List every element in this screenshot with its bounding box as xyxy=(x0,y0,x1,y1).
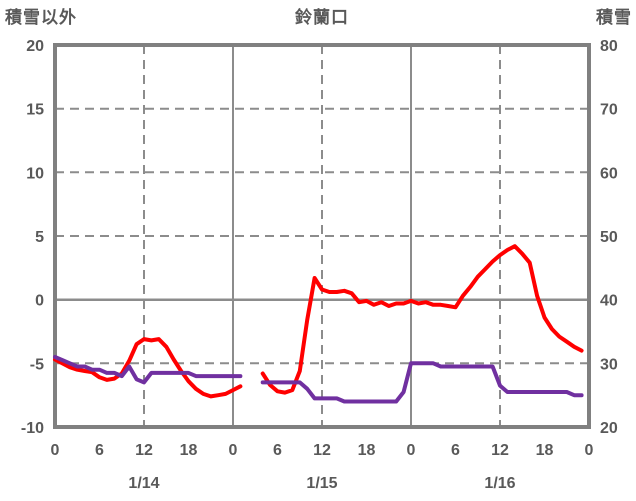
x-axis-hour-label: 6 xyxy=(273,442,282,459)
left-axis-tick-label: 0 xyxy=(35,293,44,310)
right-axis-tick-label: 20 xyxy=(600,420,618,437)
x-axis-hour-label: 0 xyxy=(585,442,594,459)
x-axis-hour-label: 12 xyxy=(313,442,331,459)
x-axis-date-label: 1/15 xyxy=(306,475,337,492)
left-axis-tick-label: 5 xyxy=(35,229,44,246)
x-axis-hour-label: 18 xyxy=(358,442,376,459)
x-axis-hour-label: 18 xyxy=(180,442,198,459)
right-axis-tick-label: 70 xyxy=(600,102,618,119)
right-axis-tick-label: 80 xyxy=(600,38,618,55)
x-axis-hour-label: 6 xyxy=(95,442,104,459)
right-axis-title: 積雪 xyxy=(596,8,632,27)
series-line-sekisetsu xyxy=(53,355,584,404)
left-axis-tick-label: -10 xyxy=(21,420,44,437)
series-line-sekisetsu-igai xyxy=(53,244,584,399)
x-axis-hour-label: 12 xyxy=(491,442,509,459)
left-axis-tick-label: -5 xyxy=(30,356,44,373)
x-axis-hour-label: 18 xyxy=(536,442,554,459)
left-axis-tick-label: 15 xyxy=(26,102,44,119)
left-axis-title: 積雪以外 xyxy=(5,8,77,27)
right-axis-tick-label: 50 xyxy=(600,229,618,246)
right-axis-tick-label: 40 xyxy=(600,293,618,310)
left-axis-tick-label: 20 xyxy=(26,38,44,55)
x-axis-hour-label: 0 xyxy=(229,442,238,459)
x-axis-date-label: 1/16 xyxy=(484,475,515,492)
left-axis-tick-label: 10 xyxy=(26,165,44,182)
x-axis-hour-label: 0 xyxy=(407,442,416,459)
plot-border xyxy=(53,43,591,429)
x-axis-hour-label: 0 xyxy=(51,442,60,459)
x-axis-hour-label: 6 xyxy=(451,442,460,459)
right-axis-tick-label: 60 xyxy=(600,165,618,182)
chart-title: 鈴蘭口 xyxy=(295,8,349,27)
x-axis-date-label: 1/14 xyxy=(128,475,159,492)
x-axis-hour-label: 12 xyxy=(135,442,153,459)
right-axis-tick-label: 30 xyxy=(600,356,618,373)
